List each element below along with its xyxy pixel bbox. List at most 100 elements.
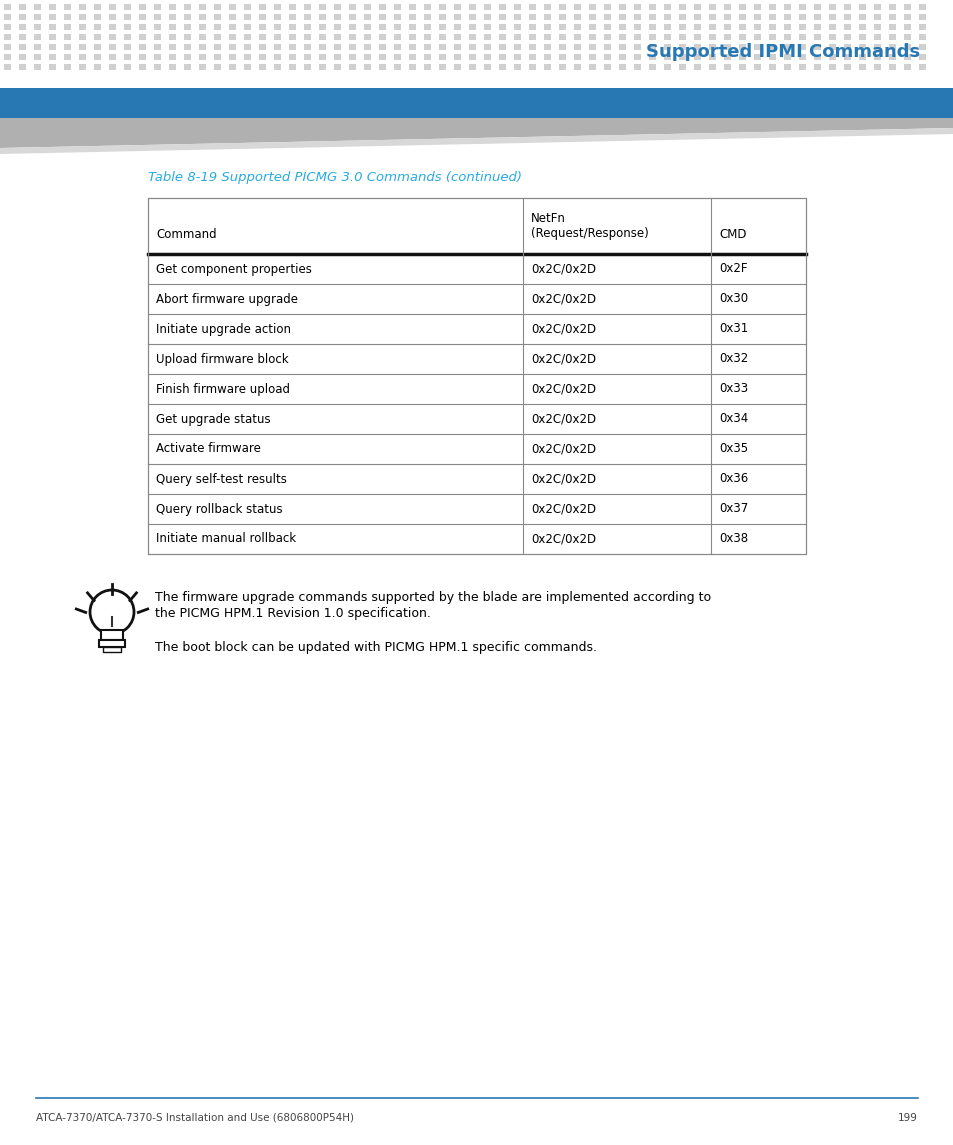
Bar: [184, 64, 191, 70]
Bar: [378, 64, 386, 70]
Text: 0x2C/0x2D: 0x2C/0x2D: [531, 532, 596, 545]
Bar: [603, 24, 610, 30]
Bar: [229, 54, 235, 60]
Bar: [679, 14, 685, 19]
Bar: [693, 3, 700, 10]
Bar: [903, 34, 910, 40]
Bar: [634, 14, 640, 19]
Bar: [438, 54, 446, 60]
Bar: [708, 54, 716, 60]
Bar: [739, 54, 745, 60]
Bar: [19, 54, 26, 60]
Bar: [753, 54, 760, 60]
Bar: [199, 14, 206, 19]
Bar: [153, 54, 161, 60]
Bar: [318, 24, 326, 30]
Bar: [124, 34, 131, 40]
Text: Upload firmware block: Upload firmware block: [156, 353, 289, 365]
Bar: [753, 24, 760, 30]
Bar: [799, 64, 805, 70]
Bar: [739, 3, 745, 10]
Bar: [244, 54, 251, 60]
Bar: [858, 14, 865, 19]
Bar: [184, 24, 191, 30]
Text: 0x37: 0x37: [719, 503, 747, 515]
Bar: [199, 3, 206, 10]
Bar: [94, 34, 101, 40]
Bar: [888, 44, 895, 50]
Bar: [409, 44, 416, 50]
Bar: [101, 630, 123, 640]
Bar: [229, 14, 235, 19]
Text: the PICMG HPM.1 Revision 1.0 specification.: the PICMG HPM.1 Revision 1.0 specificati…: [154, 608, 431, 621]
Bar: [529, 24, 536, 30]
Bar: [454, 54, 460, 60]
Bar: [603, 34, 610, 40]
Bar: [304, 34, 311, 40]
Bar: [679, 3, 685, 10]
Bar: [903, 14, 910, 19]
Bar: [438, 24, 446, 30]
Bar: [768, 64, 775, 70]
Bar: [124, 44, 131, 50]
Bar: [4, 44, 11, 50]
Bar: [274, 44, 281, 50]
Bar: [378, 14, 386, 19]
Bar: [543, 3, 551, 10]
Bar: [34, 14, 41, 19]
Bar: [634, 34, 640, 40]
Bar: [558, 34, 565, 40]
Bar: [469, 3, 476, 10]
Bar: [244, 24, 251, 30]
Bar: [349, 54, 355, 60]
Bar: [799, 3, 805, 10]
Bar: [378, 34, 386, 40]
Text: 0x2C/0x2D: 0x2C/0x2D: [531, 292, 596, 306]
Bar: [139, 24, 146, 30]
Bar: [289, 64, 295, 70]
Bar: [364, 54, 371, 60]
Text: Supported IPMI Commands: Supported IPMI Commands: [645, 44, 919, 61]
Text: (Request/Response): (Request/Response): [531, 228, 648, 240]
Bar: [768, 24, 775, 30]
Bar: [618, 14, 625, 19]
Bar: [783, 24, 790, 30]
Bar: [304, 14, 311, 19]
Bar: [4, 34, 11, 40]
Bar: [79, 64, 86, 70]
Text: 0x2C/0x2D: 0x2C/0x2D: [531, 412, 596, 426]
Bar: [184, 34, 191, 40]
Bar: [888, 3, 895, 10]
Bar: [858, 3, 865, 10]
Bar: [258, 64, 266, 70]
Bar: [49, 3, 56, 10]
Bar: [124, 3, 131, 10]
Text: Finish firmware upload: Finish firmware upload: [156, 382, 290, 395]
Bar: [378, 54, 386, 60]
Bar: [199, 44, 206, 50]
Bar: [708, 64, 716, 70]
Bar: [634, 64, 640, 70]
Bar: [409, 24, 416, 30]
Bar: [169, 54, 175, 60]
Text: 0x2C/0x2D: 0x2C/0x2D: [531, 382, 596, 395]
Bar: [558, 3, 565, 10]
Bar: [229, 64, 235, 70]
Text: Table 8-19 Supported PICMG 3.0 Commands (continued): Table 8-19 Supported PICMG 3.0 Commands …: [148, 172, 521, 184]
Bar: [873, 54, 880, 60]
Bar: [843, 64, 850, 70]
Bar: [768, 14, 775, 19]
Text: 0x2F: 0x2F: [719, 262, 747, 276]
Bar: [394, 34, 400, 40]
Bar: [109, 64, 116, 70]
Bar: [139, 54, 146, 60]
Polygon shape: [0, 128, 953, 153]
Bar: [19, 34, 26, 40]
Bar: [723, 64, 730, 70]
Bar: [768, 3, 775, 10]
Text: 0x2C/0x2D: 0x2C/0x2D: [531, 473, 596, 485]
Bar: [109, 24, 116, 30]
Bar: [618, 34, 625, 40]
Bar: [603, 64, 610, 70]
Bar: [543, 64, 551, 70]
